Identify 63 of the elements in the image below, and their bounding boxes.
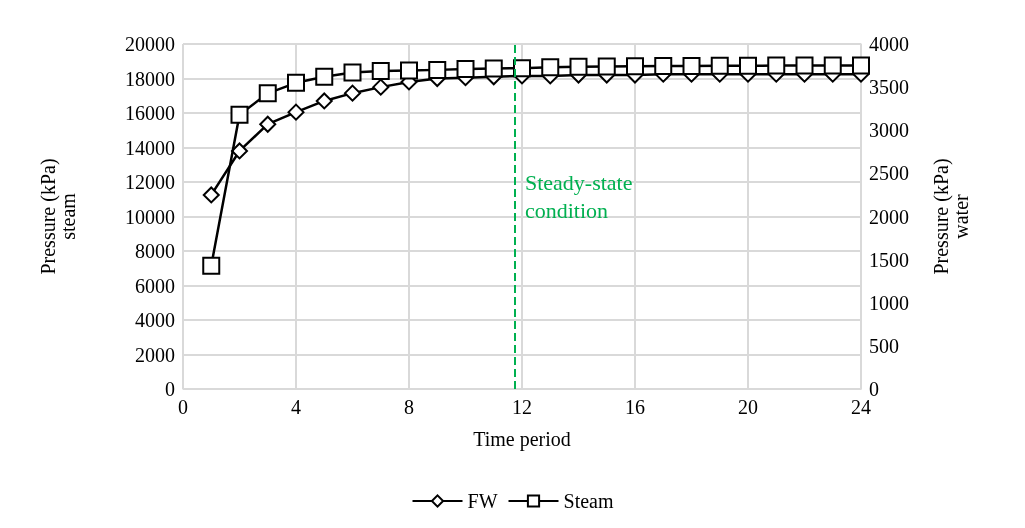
point bbox=[372, 78, 390, 96]
x-tick-label: 24 bbox=[851, 396, 871, 418]
ref-line-label: Steady-state condition bbox=[524, 169, 633, 223]
point bbox=[371, 62, 390, 81]
y-axis-title: Pressure (kPa) steam bbox=[37, 158, 79, 275]
y-tick-label: 8000 bbox=[135, 240, 175, 262]
point bbox=[682, 56, 701, 75]
y2-tick-label: 3000 bbox=[869, 119, 909, 142]
x-tick-label: 16 bbox=[625, 396, 645, 418]
x-tick-label: 8 bbox=[404, 396, 414, 418]
y-tick-label: 16000 bbox=[125, 102, 175, 124]
x-tick-label: 12 bbox=[512, 396, 532, 418]
point bbox=[626, 57, 644, 76]
point bbox=[315, 67, 334, 86]
point bbox=[456, 60, 475, 79]
point bbox=[710, 56, 729, 75]
point bbox=[739, 56, 757, 75]
point bbox=[795, 56, 814, 75]
y-tick-label: 12000 bbox=[125, 171, 175, 193]
y2-tick-label: 500 bbox=[869, 334, 899, 357]
x-tick-label: 4 bbox=[291, 396, 301, 418]
y2-tick-label: 0 bbox=[869, 378, 879, 400]
y-tick-label: 2000 bbox=[135, 343, 175, 366]
y2-axis-title: Pressure (kPa) water bbox=[930, 158, 972, 275]
x-axis-title: Time period bbox=[473, 428, 571, 451]
point bbox=[287, 103, 305, 121]
point bbox=[484, 59, 503, 78]
point bbox=[823, 56, 842, 75]
x-tick-label: 20 bbox=[738, 396, 758, 418]
point bbox=[569, 57, 588, 76]
point bbox=[428, 60, 447, 79]
y-tick-label: 10000 bbox=[125, 205, 175, 228]
y-tick-label: 0 bbox=[165, 378, 175, 400]
point bbox=[852, 56, 870, 75]
y-tick-label: 14000 bbox=[125, 136, 175, 159]
point bbox=[230, 105, 249, 124]
y2-tick-label: 4000 bbox=[869, 33, 909, 55]
y2-tick-label: 1000 bbox=[869, 291, 909, 314]
legend-label: Steam bbox=[563, 490, 614, 512]
legend-label: FW bbox=[467, 490, 498, 512]
point bbox=[400, 61, 418, 80]
point bbox=[654, 57, 673, 76]
y2-tick-label: 2000 bbox=[869, 205, 909, 228]
y-tick-label: 20000 bbox=[125, 33, 175, 55]
y-tick-label: 18000 bbox=[125, 67, 175, 90]
y2-tick-label: 1500 bbox=[869, 248, 909, 271]
point bbox=[767, 56, 786, 75]
point bbox=[541, 58, 560, 77]
y-tick-label: 4000 bbox=[135, 309, 175, 331]
y2-tick-label: 2500 bbox=[869, 162, 909, 185]
point bbox=[258, 84, 277, 103]
y2-tick-label: 3500 bbox=[869, 76, 909, 99]
point bbox=[202, 256, 221, 275]
point bbox=[344, 84, 361, 102]
point bbox=[597, 57, 616, 76]
point bbox=[343, 63, 362, 82]
point bbox=[231, 142, 248, 160]
point bbox=[259, 115, 277, 133]
point bbox=[202, 186, 220, 204]
y-tick-label: 6000 bbox=[135, 274, 175, 297]
point bbox=[315, 92, 333, 110]
point bbox=[513, 59, 531, 78]
point bbox=[287, 73, 305, 92]
